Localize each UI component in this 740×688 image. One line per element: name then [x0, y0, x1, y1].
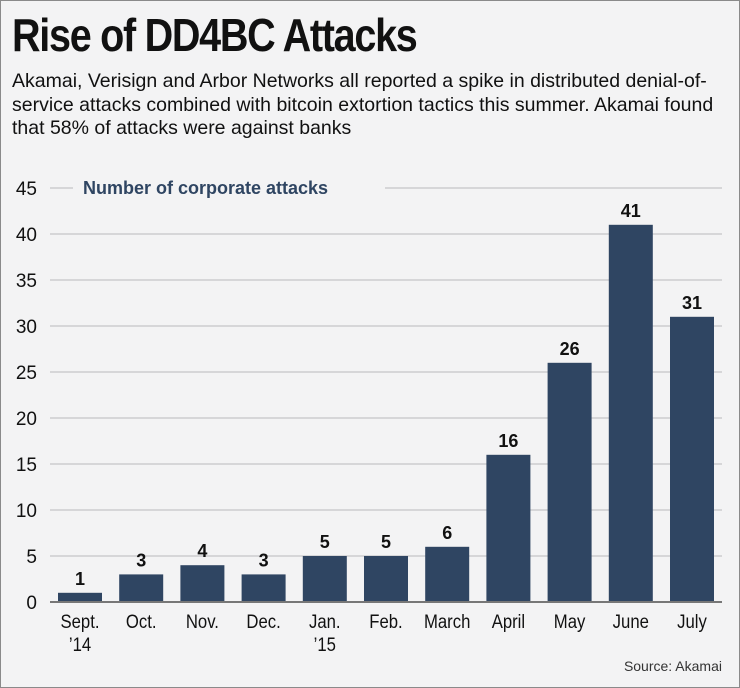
y-tick-label: 35 — [16, 271, 37, 292]
x-tick-label: ’15 — [314, 634, 336, 655]
y-tick-label: 20 — [16, 409, 37, 430]
data-label: 5 — [381, 532, 391, 552]
y-tick-label: 25 — [16, 363, 37, 384]
data-label: 3 — [259, 550, 269, 570]
y-tick-label: 30 — [16, 317, 37, 338]
chart-subtitle: Akamai, Verisign and Arbor Networks all … — [12, 70, 714, 139]
bar — [425, 546, 470, 602]
data-label: 6 — [442, 523, 452, 543]
chart-title: Rise of DD4BC Attacks — [12, 9, 418, 61]
x-tick-label: April — [492, 611, 525, 632]
bar — [608, 224, 653, 603]
legend-label: Number of corporate attacks — [83, 178, 328, 198]
x-tick-label: Sept. — [60, 611, 99, 632]
data-label: 31 — [682, 293, 702, 313]
y-tick-label: 0 — [26, 593, 37, 614]
y-tick-label: 15 — [16, 455, 37, 476]
y-tick-label: 5 — [26, 547, 37, 568]
bar — [670, 316, 714, 602]
x-tick-label: March — [424, 611, 470, 632]
x-tick-label: Oct. — [126, 611, 157, 632]
x-tick-label: Dec. — [246, 611, 280, 632]
x-tick-label: June — [613, 611, 649, 632]
data-label: 16 — [498, 431, 518, 451]
x-tick-label: May — [554, 611, 586, 632]
bar — [119, 574, 164, 602]
data-label: 1 — [75, 569, 85, 589]
x-tick-label: ’14 — [69, 634, 91, 655]
data-label: 26 — [560, 339, 580, 359]
bar — [486, 454, 531, 602]
bar — [241, 574, 286, 602]
data-label: 3 — [136, 550, 146, 570]
y-tick-label: 40 — [16, 225, 37, 246]
y-tick-label: 45 — [16, 179, 37, 200]
x-tick-label: Jan. — [309, 611, 341, 632]
y-tick-label: 10 — [16, 501, 37, 522]
data-label: 4 — [197, 541, 207, 561]
data-label: 41 — [621, 201, 641, 221]
x-tick-label: Nov. — [186, 611, 219, 632]
bar — [547, 362, 592, 602]
x-tick-label: Feb. — [369, 611, 402, 632]
x-tick-label: July — [677, 611, 707, 632]
source-note: Source: Akamai — [624, 658, 722, 674]
bar — [58, 592, 102, 602]
data-label: 5 — [320, 532, 330, 552]
bar — [302, 556, 347, 602]
bar — [364, 556, 408, 602]
bar — [180, 565, 225, 602]
